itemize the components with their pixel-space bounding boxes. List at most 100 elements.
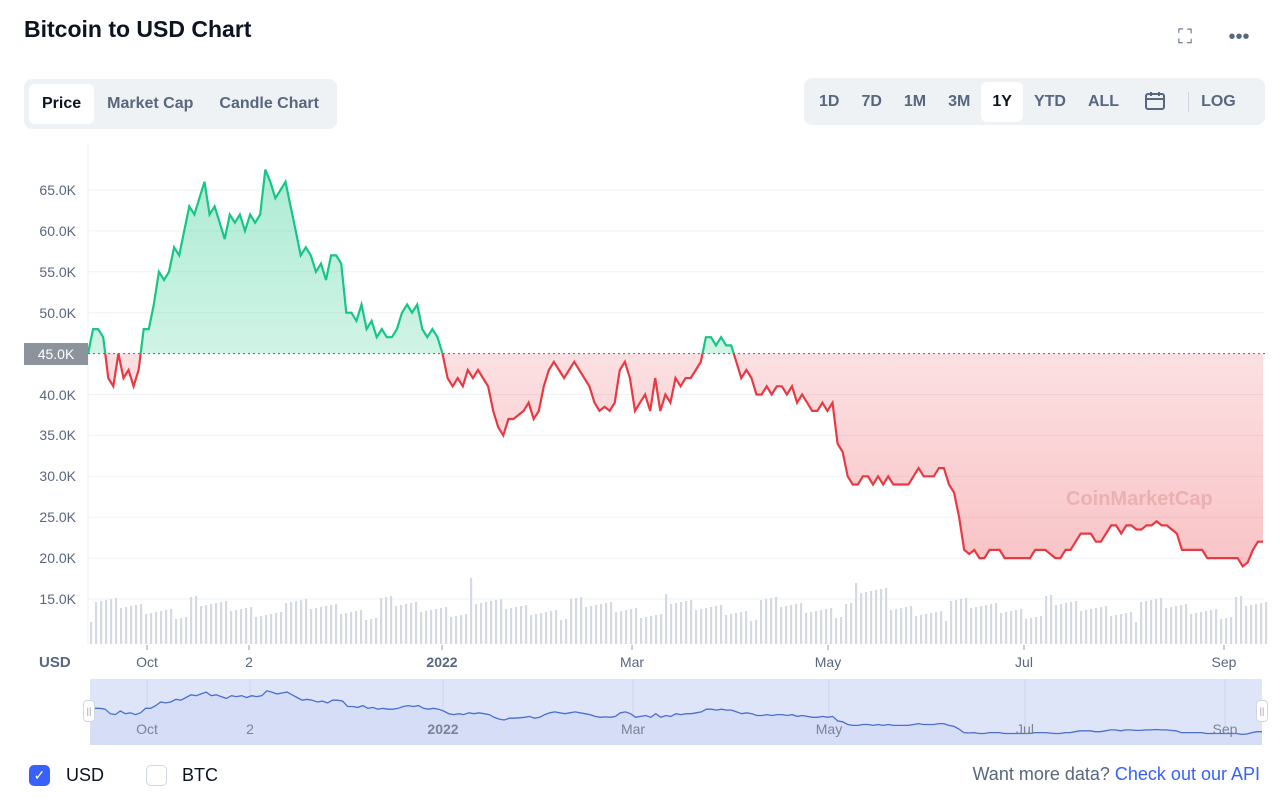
volume-bar bbox=[800, 603, 803, 644]
volume-bar bbox=[1090, 609, 1093, 644]
range-1y[interactable]: 1Y bbox=[981, 81, 1023, 122]
volume-bar bbox=[530, 615, 533, 644]
range-1m[interactable]: 1M bbox=[903, 92, 927, 110]
volume-bar bbox=[405, 604, 408, 644]
y-tick-label: 55.0K bbox=[39, 264, 76, 280]
volume-bar bbox=[305, 599, 308, 644]
api-link[interactable]: Check out our API bbox=[1114, 764, 1260, 784]
range-3m[interactable]: 3M bbox=[948, 92, 971, 110]
volume-bar bbox=[240, 609, 243, 644]
volume-bar bbox=[110, 599, 113, 644]
volume-bar bbox=[275, 613, 278, 644]
fullscreen-icon[interactable]: ⛶ bbox=[1178, 26, 1192, 48]
y-tick-label: 15.0K bbox=[39, 591, 76, 607]
volume-bar bbox=[470, 578, 473, 644]
range-ytd[interactable]: YTD bbox=[1033, 92, 1066, 110]
volume-bar bbox=[1155, 599, 1158, 644]
tab-market-cap[interactable]: Market Cap bbox=[107, 95, 194, 112]
volume-bar bbox=[615, 612, 618, 644]
volume-bar bbox=[890, 610, 893, 644]
volume-bar bbox=[1005, 612, 1008, 644]
volume-bar bbox=[810, 612, 813, 644]
volume-bar bbox=[440, 608, 443, 644]
volume-bar bbox=[895, 609, 898, 644]
range-all[interactable]: ALL bbox=[1087, 92, 1120, 110]
volume-bar bbox=[100, 601, 103, 644]
volume-bar bbox=[1050, 595, 1053, 644]
volume-bar bbox=[815, 611, 818, 644]
volume-bar bbox=[735, 613, 738, 644]
volume-bar bbox=[250, 607, 253, 644]
volume-bar bbox=[370, 619, 373, 644]
tab-price[interactable]: Price bbox=[29, 84, 95, 124]
volume-bar bbox=[750, 621, 753, 644]
volume-bar bbox=[325, 606, 328, 644]
volume-bar bbox=[155, 612, 158, 644]
volume-bar bbox=[1055, 605, 1058, 644]
volume-bar bbox=[410, 603, 413, 644]
volume-bar bbox=[235, 610, 238, 644]
volume-bar bbox=[230, 611, 233, 644]
volume-bar bbox=[1225, 618, 1228, 644]
volume-bar bbox=[505, 609, 508, 644]
volume-bar bbox=[130, 606, 133, 644]
volume-bar bbox=[645, 617, 648, 644]
volume-bar bbox=[1180, 605, 1183, 644]
volume-bar bbox=[490, 601, 493, 644]
navigator-line bbox=[89, 690, 1262, 736]
volume-bar bbox=[375, 618, 378, 644]
volume-bar bbox=[960, 599, 963, 644]
watermark-logo: CoinMarketCap bbox=[1066, 488, 1213, 510]
volume-bar bbox=[1125, 613, 1128, 644]
volume-bar bbox=[945, 621, 948, 644]
volume-bar bbox=[485, 602, 488, 644]
volume-bar bbox=[1045, 596, 1048, 644]
volume-bar bbox=[315, 608, 318, 644]
volume-bar bbox=[790, 605, 793, 644]
volume-bar bbox=[340, 614, 343, 644]
calendar-icon[interactable] bbox=[1130, 82, 1180, 122]
usd-checkbox[interactable]: ✓ bbox=[29, 765, 50, 786]
volume-bar bbox=[935, 612, 938, 644]
volume-bar bbox=[980, 606, 983, 644]
volume-bar bbox=[285, 603, 288, 644]
chart-type-tabs: Price Market Cap Candle Chart bbox=[24, 79, 337, 129]
volume-bar bbox=[780, 607, 783, 644]
volume-bar bbox=[1175, 606, 1178, 644]
btc-checkbox[interactable] bbox=[146, 765, 167, 786]
volume-bar bbox=[940, 611, 943, 644]
volume-bar bbox=[700, 609, 703, 644]
divider bbox=[1188, 91, 1190, 112]
volume-bar bbox=[830, 608, 833, 644]
volume-bar bbox=[825, 609, 828, 644]
more-options-icon[interactable]: ••• bbox=[1228, 26, 1250, 48]
volume-bar bbox=[415, 602, 418, 644]
volume-bar bbox=[1165, 608, 1168, 644]
volume-bar bbox=[215, 603, 218, 644]
volume-bar bbox=[975, 607, 978, 644]
volume-bar bbox=[280, 612, 283, 644]
volume-bar bbox=[1135, 622, 1138, 644]
volume-bar bbox=[495, 600, 498, 644]
y-tick-label: 40.0K bbox=[39, 387, 76, 403]
volume-bar bbox=[450, 617, 453, 644]
tab-candle-chart[interactable]: Candle Chart bbox=[219, 95, 319, 112]
volume-bar bbox=[1250, 605, 1253, 644]
volume-bar bbox=[500, 599, 503, 644]
area-above-baseline bbox=[88, 169, 1263, 354]
navigator-left-handle[interactable]: || bbox=[83, 700, 95, 722]
navigator-right-handle[interactable]: || bbox=[1256, 700, 1268, 722]
volume-bar bbox=[380, 598, 383, 644]
volume-bar bbox=[1260, 603, 1263, 644]
volume-bar bbox=[865, 592, 868, 644]
range-7d[interactable]: 7D bbox=[861, 92, 882, 110]
range-1d[interactable]: 1D bbox=[819, 92, 840, 110]
log-toggle[interactable]: LOG bbox=[1201, 92, 1236, 110]
volume-bar bbox=[1230, 617, 1233, 644]
volume-bar bbox=[165, 610, 168, 644]
volume-bar bbox=[1110, 616, 1113, 644]
volume-bar bbox=[1035, 617, 1038, 644]
volume-bar bbox=[335, 604, 338, 644]
volume-bar bbox=[595, 605, 598, 644]
